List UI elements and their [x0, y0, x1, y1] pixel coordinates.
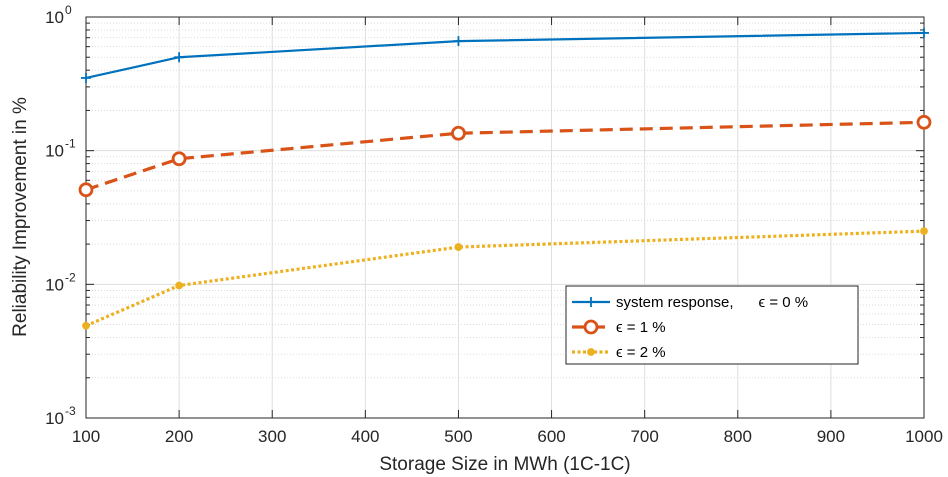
x-tick-label: 100: [72, 427, 100, 446]
y-tick-exponent: -3: [65, 404, 76, 418]
x-tick-label: 700: [630, 427, 658, 446]
series-2: [78, 114, 932, 198]
y-tick-exponent: -1: [65, 137, 76, 151]
x-axis-label: Storage Size in MWh (1C-1C): [379, 454, 630, 475]
legend-label: ϵ = 1 %: [616, 319, 666, 336]
x-tick-label: 300: [258, 427, 286, 446]
data-point-marker: [920, 227, 928, 236]
x-tick-label: 400: [351, 427, 379, 446]
series-line: [85, 229, 925, 328]
legend-label: ϵ = 2 %: [616, 344, 666, 361]
x-tick-label: 900: [817, 427, 845, 446]
grid-lines: [86, 17, 924, 418]
data-point-marker: [82, 321, 90, 330]
data-point-marker: [78, 182, 94, 198]
x-tick-label: 600: [537, 427, 565, 446]
legend-box: [565, 285, 859, 365]
y-tick-label: 10: [45, 275, 64, 294]
legend-label: system response, ϵ = 0 %: [616, 294, 808, 311]
data-point-marker: [583, 319, 599, 335]
series-1: [81, 27, 929, 83]
x-tick-label: 800: [724, 427, 752, 446]
y-tick-label: 10: [45, 8, 64, 27]
data-point-marker: [587, 348, 595, 356]
y-tick-label: 10: [45, 409, 64, 428]
x-tick-label: 500: [444, 427, 472, 446]
series-line: [85, 31, 925, 80]
data-point-marker: [175, 281, 184, 290]
data-point-marker: [586, 297, 596, 307]
data-point-marker: [174, 52, 185, 63]
data-point-marker: [916, 114, 932, 130]
y-axis-label: Reliability Improvement in %: [10, 97, 31, 337]
y-tick-exponent: -2: [65, 270, 76, 284]
plot-area: [85, 16, 925, 419]
y-tick-exponent: 0: [65, 3, 72, 17]
series-line: [85, 120, 925, 192]
data-point-marker: [451, 125, 466, 141]
data-point-marker: [453, 36, 464, 47]
series-3: [82, 227, 928, 330]
legend: system response, ϵ = 0 % ϵ = 1 % ϵ = 2 %: [565, 285, 859, 365]
x-tick-labels: 100 200 300 400 500 600 700 800 900 1000: [72, 427, 943, 446]
y-tick-label: 10: [45, 142, 64, 161]
series-lines: [78, 27, 932, 330]
data-point-marker: [171, 151, 187, 167]
x-tick-label: 1000: [905, 427, 943, 446]
data-point-marker: [81, 72, 91, 83]
data-point-marker: [454, 243, 463, 251]
data-point-marker: [919, 27, 929, 38]
x-tick-label: 200: [165, 427, 193, 446]
